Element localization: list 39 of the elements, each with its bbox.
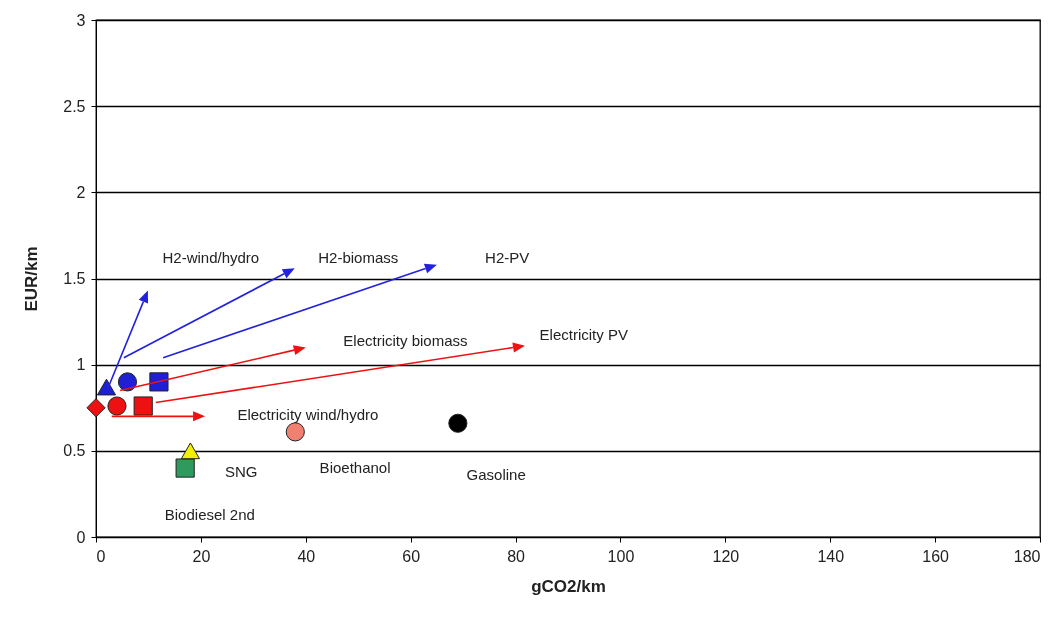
annotation: H2-wind/hydro — [162, 248, 260, 266]
annotation: SNG — [225, 462, 258, 480]
y-tick-label: 2 — [76, 183, 86, 201]
point — [107, 396, 127, 416]
annotation: H2-biomass — [318, 248, 399, 266]
annotation: Electricity biomass — [343, 331, 468, 349]
x-tick-label: 160 — [922, 547, 950, 565]
point — [180, 442, 200, 460]
point — [149, 372, 169, 392]
point — [117, 372, 138, 392]
x-tick-label: 180 — [1013, 547, 1041, 565]
x-tick-label: 20 — [192, 547, 211, 565]
point — [96, 378, 117, 396]
x-tick-label: 0 — [96, 547, 106, 565]
x-tick-label: 80 — [507, 547, 526, 565]
annotation: H2-PV — [485, 248, 530, 266]
x-tick-label: 100 — [607, 547, 635, 565]
y-tick-label: 3 — [76, 11, 86, 29]
x-tick-label: 60 — [402, 547, 421, 565]
annotation: Biodiesel 2nd — [164, 505, 255, 523]
x-tick-label: 120 — [712, 547, 740, 565]
point — [175, 458, 195, 478]
point — [285, 422, 305, 442]
x-tick-label: 140 — [817, 547, 845, 565]
point — [86, 398, 106, 418]
y-tick-label: 0 — [76, 528, 86, 546]
y-tick-label: 0.5 — [63, 442, 86, 460]
point — [133, 396, 153, 416]
annotation: Gasoline — [466, 465, 526, 483]
y-tick-label: 1 — [76, 356, 86, 374]
y-tick-label: 2.5 — [63, 97, 86, 115]
y-axis-title: EUR/km — [22, 246, 42, 312]
annotation: Electricity PV — [539, 326, 628, 344]
x-axis-title: gCO2/km — [531, 576, 606, 596]
annotation: Bioethanol — [319, 459, 391, 477]
annotation: Electricity wind/hydro — [237, 405, 379, 423]
y-tick-label: 1.5 — [63, 270, 86, 287]
x-tick-label: 40 — [297, 547, 316, 565]
point — [448, 413, 468, 433]
